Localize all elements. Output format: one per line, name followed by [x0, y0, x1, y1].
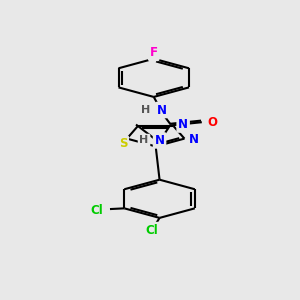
Text: O: O — [208, 116, 218, 129]
Text: N: N — [189, 133, 199, 146]
Text: F: F — [150, 46, 158, 59]
Text: N: N — [154, 134, 165, 147]
Text: Cl: Cl — [146, 224, 158, 237]
Text: H: H — [140, 135, 149, 146]
Text: N: N — [178, 118, 188, 131]
Text: Cl: Cl — [91, 204, 103, 217]
Text: H: H — [141, 105, 151, 115]
Text: N: N — [157, 103, 166, 116]
Text: S: S — [119, 137, 127, 150]
